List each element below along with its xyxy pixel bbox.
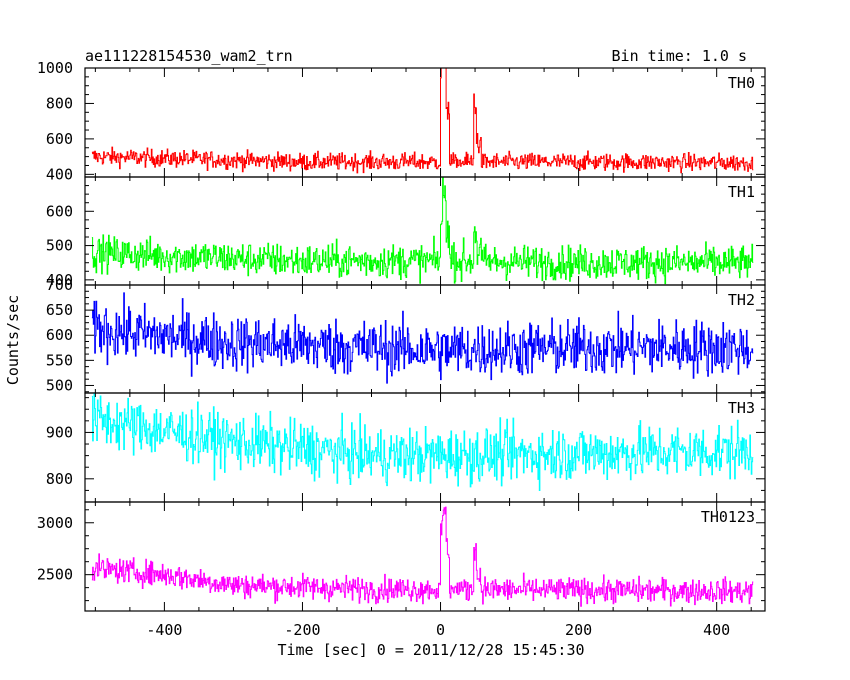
y-tick-label: 2500 [37, 566, 73, 584]
panel-th1: 400 500 600 TH1 [46, 176, 766, 289]
series-line-th1 [91, 177, 754, 285]
x-tick-label: 400 [703, 621, 730, 639]
series-name-th0123: TH0123 [701, 508, 755, 526]
panel-th0: 400 600 800 1000 TH0 [37, 59, 766, 183]
y-tick-label: 700 [46, 276, 73, 294]
y-tick-label: 800 [46, 94, 73, 112]
y-tick-label: 900 [46, 423, 73, 441]
series-name-th0: TH0 [728, 74, 755, 92]
y-tick-label: 3000 [37, 514, 73, 532]
series-name-th2: TH2 [728, 291, 755, 309]
y-tick-label: 600 [46, 202, 73, 220]
panel-th3: 800 900 TH3 [46, 392, 766, 503]
x-tick-label: 0 [436, 621, 445, 639]
series-name-th3: TH3 [728, 399, 755, 417]
series-line-th2 [91, 292, 754, 384]
y-axis-label: Counts/sec [4, 295, 22, 385]
panel-th0123: 2500 3000 TH0123 [37, 501, 766, 612]
series-name-th1: TH1 [728, 183, 755, 201]
y-tick-label: 1000 [37, 59, 73, 77]
x-tick-label: -400 [146, 621, 182, 639]
y-tick-label: 800 [46, 470, 73, 488]
y-tick-label: 400 [46, 271, 73, 289]
chart-title: ae111228154530_wam2_trn [85, 47, 293, 65]
y-tick-label: 600 [46, 326, 73, 344]
y-tick-label: 500 [46, 237, 73, 255]
y-tick-label: 400 [46, 165, 73, 183]
series-line-th0123 [91, 506, 754, 607]
series-line-th3 [91, 393, 754, 491]
panels-group: 400 600 800 1000 TH0 400 500 600 TH1 500 550 600 650… [37, 59, 766, 639]
panel-th2: 500 550 600 650 700 TH2 [46, 276, 766, 394]
y-tick-label: 650 [46, 301, 73, 319]
series-line-th0 [91, 68, 754, 174]
x-tick-label: -200 [284, 621, 320, 639]
x-axis-label: Time [sec] 0 = 2011/12/28 15:45:30 [277, 641, 584, 659]
x-tick-label: 200 [565, 621, 592, 639]
y-tick-label: 600 [46, 130, 73, 148]
y-tick-label: 550 [46, 351, 73, 369]
bin-time-label: Bin time: 1.0 s [612, 47, 747, 65]
panel-frame [84, 501, 766, 612]
y-tick-label: 500 [46, 376, 73, 394]
